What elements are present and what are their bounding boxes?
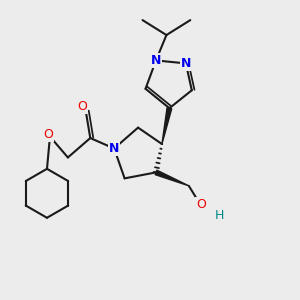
Polygon shape xyxy=(162,108,172,144)
Text: N: N xyxy=(151,54,161,67)
Text: N: N xyxy=(181,57,191,70)
Text: O: O xyxy=(77,100,87,113)
Text: O: O xyxy=(44,128,53,141)
Polygon shape xyxy=(155,170,189,186)
Text: H: H xyxy=(214,209,224,222)
Text: O: O xyxy=(196,198,206,211)
Text: N: N xyxy=(109,142,119,155)
